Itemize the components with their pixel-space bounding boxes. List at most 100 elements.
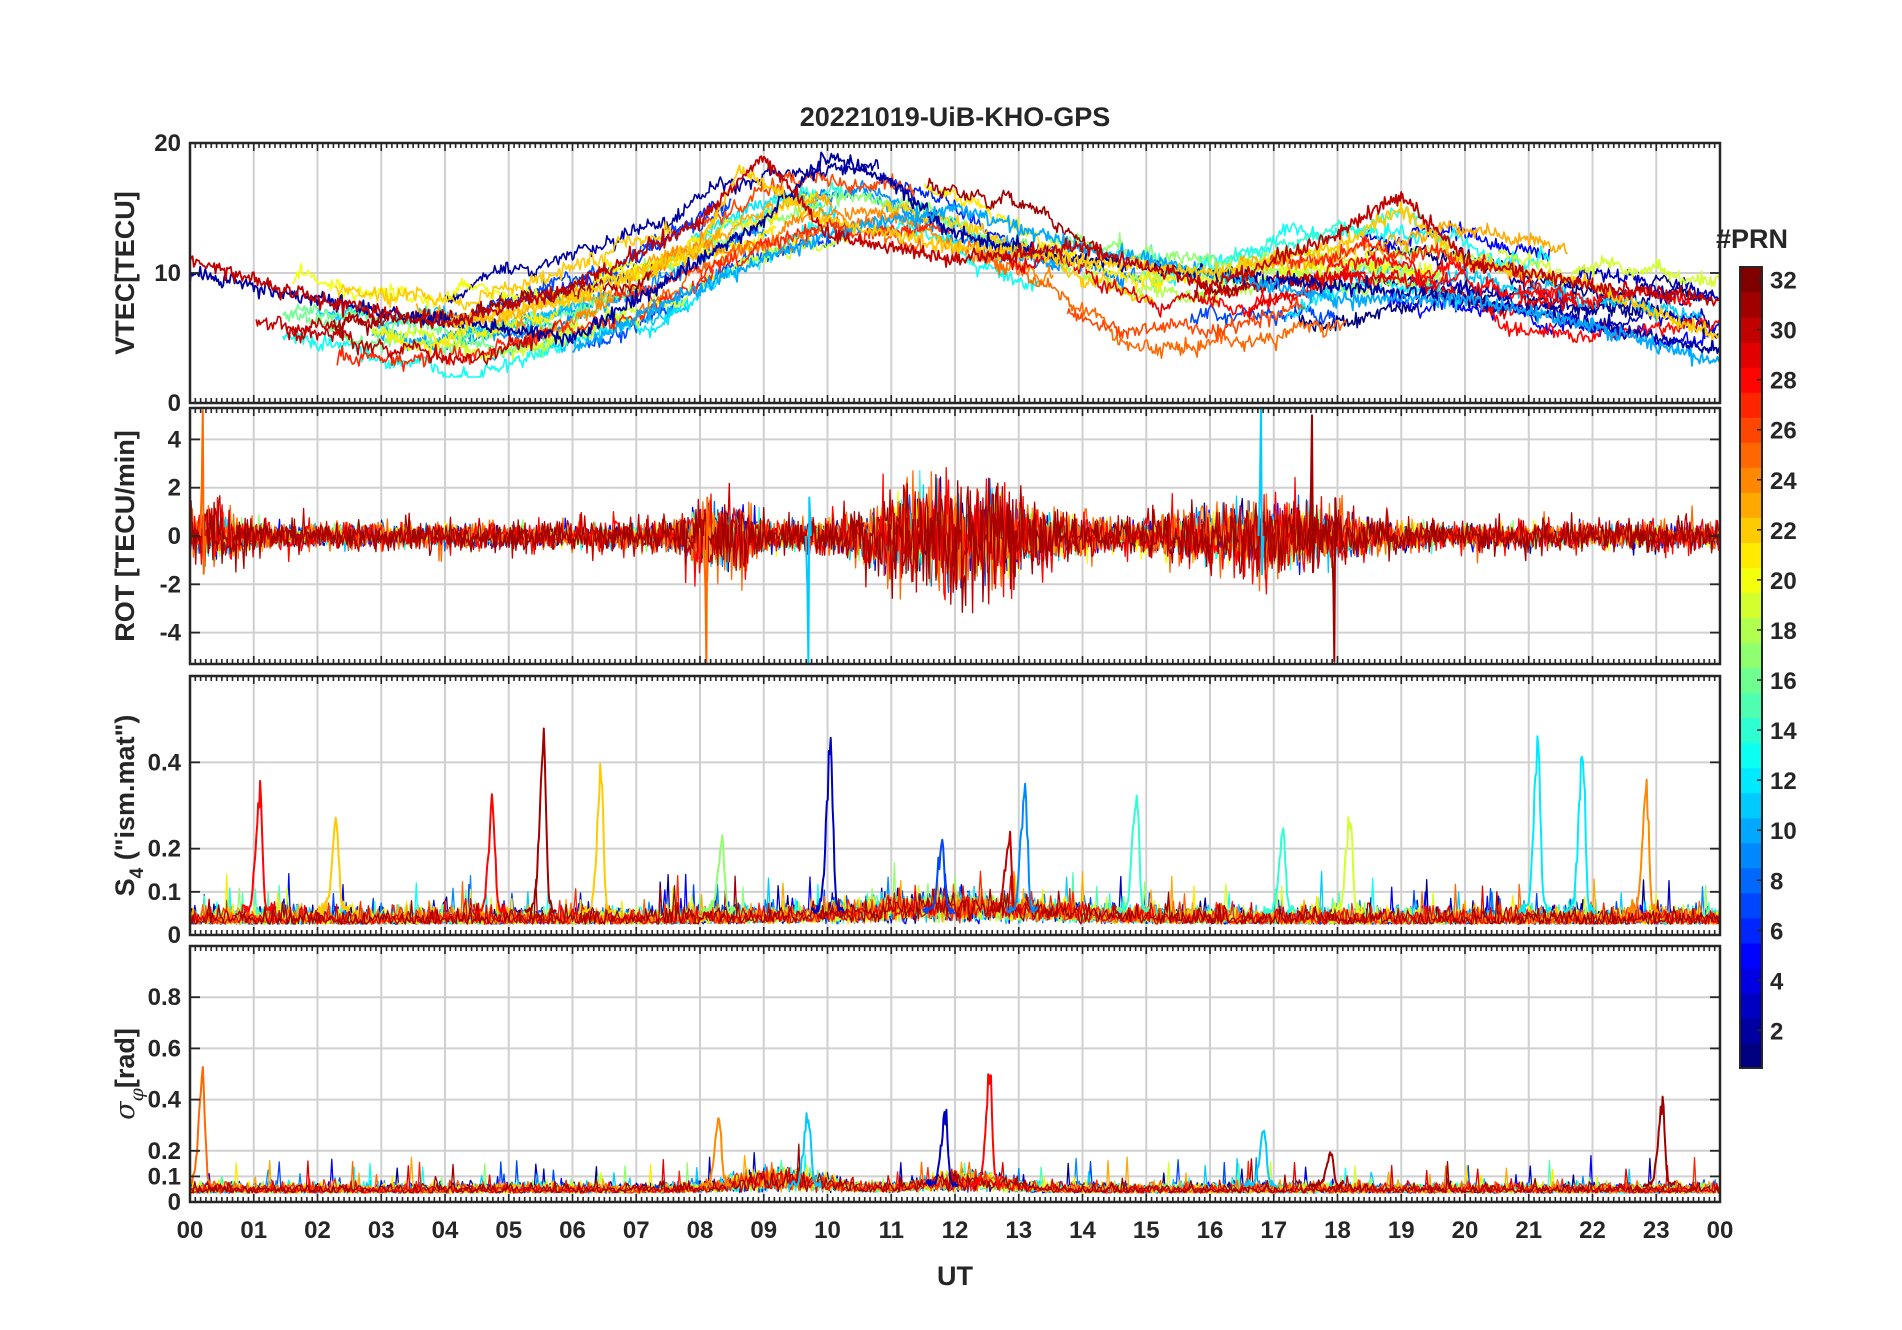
- vtec-series-prn-13: [282, 309, 625, 378]
- x-tick-label: 21: [1515, 1217, 1542, 1244]
- y-tick-label: 0.8: [148, 984, 181, 1011]
- colorbar-swatch: [1740, 917, 1762, 944]
- x-tick-label: 10: [814, 1217, 841, 1244]
- panel-sigma_phi: 00.10.2 0.4 0.6 0.8σφ[rad]: [110, 944, 1722, 1216]
- panel-vtec: 0 10 20 VTEC[TECU]: [110, 130, 1722, 417]
- vtec-series-prn-26: [1066, 298, 1306, 341]
- s4-spike-2: [472, 793, 507, 914]
- y-tick-label: 0.4: [148, 749, 182, 776]
- x-tick-label: 09: [750, 1217, 777, 1244]
- x-tick-label: 02: [304, 1217, 331, 1244]
- panel-traces: [190, 408, 1720, 664]
- y-tick-label: 0.1: [148, 1163, 181, 1190]
- colorbar-swatch: [1740, 892, 1762, 919]
- sigma_phi-spike-4: [970, 1073, 1003, 1188]
- vtec-series-prn-12: [598, 265, 740, 339]
- colorbar-tick-label: 18: [1770, 618, 1797, 645]
- colorbar-swatch: [1740, 317, 1762, 343]
- x-tick-label: 00: [1707, 1217, 1734, 1244]
- panel-s4: 0 0.1 0.2 0.4S4 ("ism.mat"): [110, 674, 1722, 949]
- x-tick-label: 04: [432, 1217, 459, 1244]
- colorbar-tick-label: 6: [1770, 918, 1783, 945]
- colorbar-swatch: [1740, 717, 1762, 744]
- vtec-series-prn-27: [1269, 235, 1470, 270]
- vtec-series-prn-2: [190, 151, 1720, 355]
- rot-spike-0: [199, 409, 207, 575]
- colorbar-swatch: [1740, 792, 1762, 819]
- colorbar-swatch: [1740, 742, 1762, 769]
- colorbar-swatch: [1740, 517, 1762, 543]
- colorbar-tick-label: 2: [1770, 1018, 1783, 1045]
- x-tick-label: 20: [1452, 1217, 1479, 1244]
- x-tick-label: 15: [1133, 1217, 1160, 1244]
- s4-spike-14: [1562, 755, 1597, 914]
- vtec-series-prn-7: [1189, 299, 1337, 329]
- colorbar-frame: [1739, 266, 1763, 1069]
- x-tick-label: 18: [1324, 1217, 1351, 1244]
- colorbar-tick-label: 16: [1770, 668, 1797, 695]
- colorbar-tick-label: 12: [1770, 768, 1797, 795]
- y-tick-label: 0.6: [148, 1035, 181, 1062]
- s4-spike-10: [1116, 794, 1150, 914]
- x-tick-label: 01: [240, 1217, 267, 1244]
- vtec-series-prn-27: [613, 216, 951, 303]
- s4-spike-0: [240, 779, 274, 914]
- colorbar-swatch: [1740, 817, 1762, 844]
- rot-spike-2: [804, 496, 812, 664]
- s4-spike-13: [1518, 735, 1552, 914]
- panel-grid: [190, 676, 1720, 935]
- rot-spike-5: [1330, 497, 1338, 663]
- s4-spike-4: [581, 762, 615, 914]
- colorbar-swatch: [1740, 592, 1762, 619]
- s4-spike-9: [1005, 782, 1039, 914]
- x-tick-label: 19: [1388, 1217, 1415, 1244]
- colorbar-tick-label: 32: [1770, 268, 1797, 295]
- y-tick-label: 0.2: [148, 836, 181, 863]
- y-tick-label: -4: [160, 620, 182, 647]
- y-tick-label: 0.1: [148, 879, 181, 906]
- x-tick-label: 13: [1005, 1217, 1032, 1244]
- colorbar-swatch: [1740, 992, 1762, 1019]
- vtec-series-prn-12: [690, 191, 837, 242]
- panel-traces: [190, 1066, 1720, 1194]
- x-tick-label: 06: [559, 1217, 586, 1244]
- x-tick-label: 07: [623, 1217, 650, 1244]
- vtec-series-prn-21: [598, 192, 816, 280]
- vtec-series-prn-31: [926, 177, 1100, 254]
- y-tick-label: 20: [154, 130, 181, 157]
- s4-spike-7: [922, 838, 956, 915]
- vtec-series-prn-30: [190, 155, 1720, 330]
- x-tick-label: 12: [942, 1217, 969, 1244]
- vtec-series-prn-24: [515, 206, 847, 343]
- s4-series-prn-25: [190, 870, 1720, 925]
- vtec-series-prn-29: [1248, 269, 1579, 320]
- x-tick-label: 03: [368, 1217, 395, 1244]
- sigma_phi-spike-2: [788, 1112, 822, 1188]
- colorbar-label: #PRN: [1716, 224, 1788, 254]
- y-tick-label: 0.2: [148, 1138, 181, 1165]
- sigma_phi-spike-6: [1311, 1151, 1345, 1188]
- colorbar-tick-label: 24: [1770, 468, 1797, 495]
- colorbar-swatch: [1740, 492, 1762, 518]
- colorbar-swatch: [1740, 567, 1762, 594]
- s4-series-prn-31: [190, 875, 1720, 925]
- y-axis-label: VTEC[TECU]: [110, 191, 140, 355]
- rot-series-prn-31: [190, 474, 1720, 613]
- sigma_phi-spike-3: [925, 1108, 959, 1188]
- colorbar-swatch: [1740, 942, 1762, 969]
- colorbar-swatch: [1740, 267, 1762, 293]
- vtec-series-prn-22: [881, 201, 1155, 304]
- colorbar-swatch: [1740, 292, 1762, 318]
- sigma_phi-spike-1: [699, 1117, 733, 1187]
- s4-spike-8: [989, 830, 1022, 914]
- y-axis-label: σφ[rad]: [110, 1028, 148, 1120]
- colorbar-swatch: [1740, 417, 1762, 443]
- vtec-series-prn-22: [335, 221, 673, 311]
- vtec-series-prn-19: [1498, 249, 1720, 288]
- chart-title: 20221019-UiB-KHO-GPS: [800, 102, 1111, 132]
- colorbar-swatch: [1740, 967, 1762, 994]
- x-tick-label: 00: [177, 1217, 204, 1244]
- s4-spike-3: [523, 727, 558, 914]
- colorbar-tick-label: 14: [1770, 718, 1797, 745]
